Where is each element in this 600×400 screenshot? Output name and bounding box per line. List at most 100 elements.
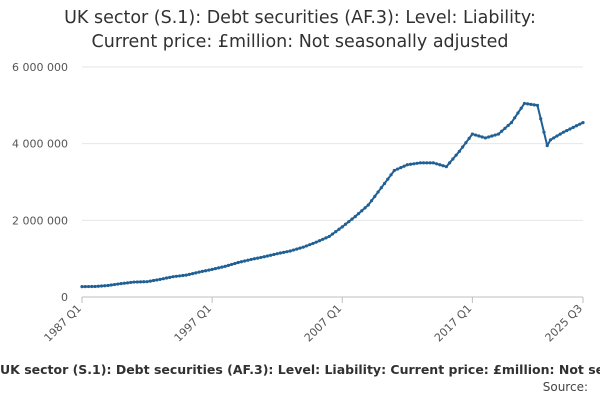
data-point [343,222,348,226]
data-point [249,257,253,262]
data-point [138,280,143,284]
data-point [552,136,556,140]
data-point [581,120,585,125]
data-point [168,275,172,279]
data-point [529,102,533,106]
data-point [135,280,139,284]
data-point [80,285,84,289]
data-point [334,230,338,234]
data-point [116,282,120,286]
data-point [415,161,419,165]
data-point [503,126,507,130]
data-point [568,127,572,131]
data-point [366,203,370,207]
data-point [539,117,543,121]
data-point [125,281,130,285]
data-point [86,284,91,289]
data-point [386,177,390,181]
data-point [545,143,549,148]
data-point [535,103,540,107]
data-point [181,273,185,278]
data-point [324,236,328,240]
data-point [259,255,263,260]
data-point [145,280,149,284]
data-point [210,267,214,271]
data-point [392,168,396,173]
data-point [542,130,546,134]
data-point [197,270,201,274]
data-point [548,138,553,142]
data-point [217,266,221,270]
data-point [178,274,182,278]
x-tick-label: 1987 Q1 [42,302,85,345]
data-point [376,190,380,194]
x-tick-label: 2007 Q1 [302,302,345,345]
data-point [470,132,474,136]
data-point [448,161,452,165]
data-point [369,199,374,203]
data-point [360,209,364,213]
data-point [321,237,325,241]
data-point [565,128,569,133]
data-point [269,253,273,257]
data-point [444,165,448,169]
data-point [389,173,393,177]
data-point [223,264,227,268]
data-point [509,120,514,125]
data-point [522,101,527,106]
data-point [467,136,471,140]
data-point [252,257,257,261]
data-point [526,102,530,106]
data-point [285,250,289,254]
data-point [272,252,276,257]
data-point [418,161,422,165]
data-point [171,275,175,279]
data-point [96,284,100,288]
data-point [487,135,491,139]
data-point [571,125,575,129]
data-point [395,167,400,171]
data-point [356,212,361,216]
data-point [438,163,442,167]
source-label: Source: [542,380,588,394]
data-point [402,164,406,168]
data-point [353,214,357,219]
data-point [480,135,484,139]
y-tick-label: 0 [61,291,68,304]
data-point [513,116,517,120]
y-tick-label: 6 000 000 [12,61,68,74]
data-point [399,166,403,170]
data-point [454,153,458,157]
data-point [239,260,244,264]
data-point [288,249,292,253]
data-point [200,269,204,274]
series-line [81,102,584,288]
data-point [441,164,445,168]
data-point [412,162,416,166]
data-point [558,132,562,136]
data-point [457,149,461,153]
data-point [220,265,224,269]
y-tick-label: 2 000 000 [12,214,68,227]
data-point [435,162,439,166]
chart-title: UK sector (S.1): Debt securities (AF.3):… [0,6,600,54]
data-point [282,250,286,254]
data-point [161,277,165,281]
data-point [187,272,191,276]
data-point [578,122,582,126]
data-point [298,246,302,250]
data-point [191,272,195,276]
data-point [506,123,510,128]
data-point [330,232,335,236]
data-point [425,161,429,165]
data-point [405,163,409,167]
data-point [408,162,413,166]
data-point [226,263,230,267]
data-point [119,281,123,286]
data-point [243,259,247,263]
data-point [132,280,136,284]
data-point [99,284,104,288]
data-point [493,133,497,137]
data-point [363,206,367,210]
data-point [340,225,344,229]
